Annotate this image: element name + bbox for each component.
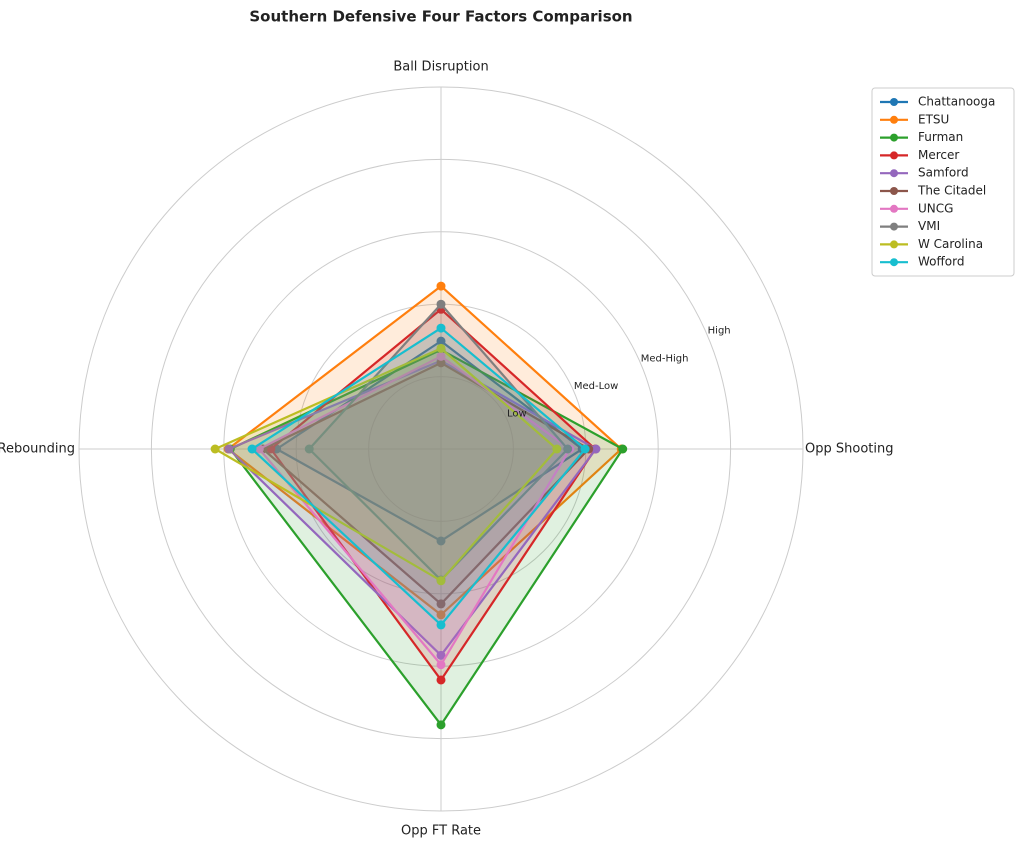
point (436, 323, 446, 333)
point (436, 576, 446, 586)
r-tick-label: Med-High (641, 353, 689, 364)
point (618, 444, 628, 454)
point (304, 444, 314, 454)
series-area (230, 349, 623, 725)
point (436, 610, 446, 620)
legend-marker (890, 240, 898, 249)
legend-marker (890, 98, 898, 106)
axis-label: Def Rebounding (0, 442, 75, 457)
legend-marker (890, 133, 898, 142)
legend-label: ETSU (918, 112, 949, 126)
legend-marker (890, 204, 898, 213)
legend-label: Furman (918, 130, 963, 144)
axis-label: Ball Disruption (393, 60, 488, 75)
point (436, 336, 446, 346)
point (247, 444, 257, 454)
point (210, 444, 220, 454)
series-area (252, 328, 586, 625)
legend-label: Samford (918, 166, 969, 180)
point (436, 358, 446, 368)
point (436, 660, 446, 670)
point (436, 351, 446, 361)
point (436, 281, 446, 291)
legend-label: Chattanooga (918, 95, 995, 109)
point (436, 536, 446, 546)
point (436, 620, 446, 630)
legend-marker (890, 151, 898, 160)
r-tick-label: High (708, 326, 731, 337)
legend-label: UNCG (918, 201, 953, 215)
series-area (262, 362, 589, 604)
legend-marker (890, 222, 898, 231)
series-area (228, 286, 622, 615)
point (436, 650, 446, 660)
series-area (215, 348, 557, 581)
legend-label: The Citadel (917, 184, 986, 198)
legend-marker (890, 258, 898, 267)
point (436, 675, 446, 685)
point (563, 444, 573, 454)
legend-label: W Carolina (918, 237, 983, 251)
legend-box (871, 87, 1015, 277)
series-area (228, 360, 596, 656)
r-tick-label: Med-Low (574, 381, 618, 392)
point (436, 343, 446, 353)
point (580, 444, 590, 454)
point (591, 444, 601, 454)
r-tick-label: Low (507, 409, 527, 420)
legend-marker (890, 169, 898, 178)
legend-label: Mercer (918, 148, 959, 162)
axis-label: Opp Shooting (805, 442, 893, 457)
legend-label: VMI (918, 219, 940, 233)
point (436, 299, 446, 309)
axis-label: Opp FT Rate (401, 824, 481, 839)
point (436, 720, 446, 730)
point (436, 599, 446, 609)
point (552, 444, 562, 454)
chart-title: Southern Defensive Four Factors Comparis… (249, 8, 632, 26)
legend-marker (890, 187, 898, 195)
point (224, 444, 234, 454)
legend-label: Wofford (918, 255, 964, 269)
legend-marker (890, 115, 898, 124)
series-area (259, 356, 570, 665)
